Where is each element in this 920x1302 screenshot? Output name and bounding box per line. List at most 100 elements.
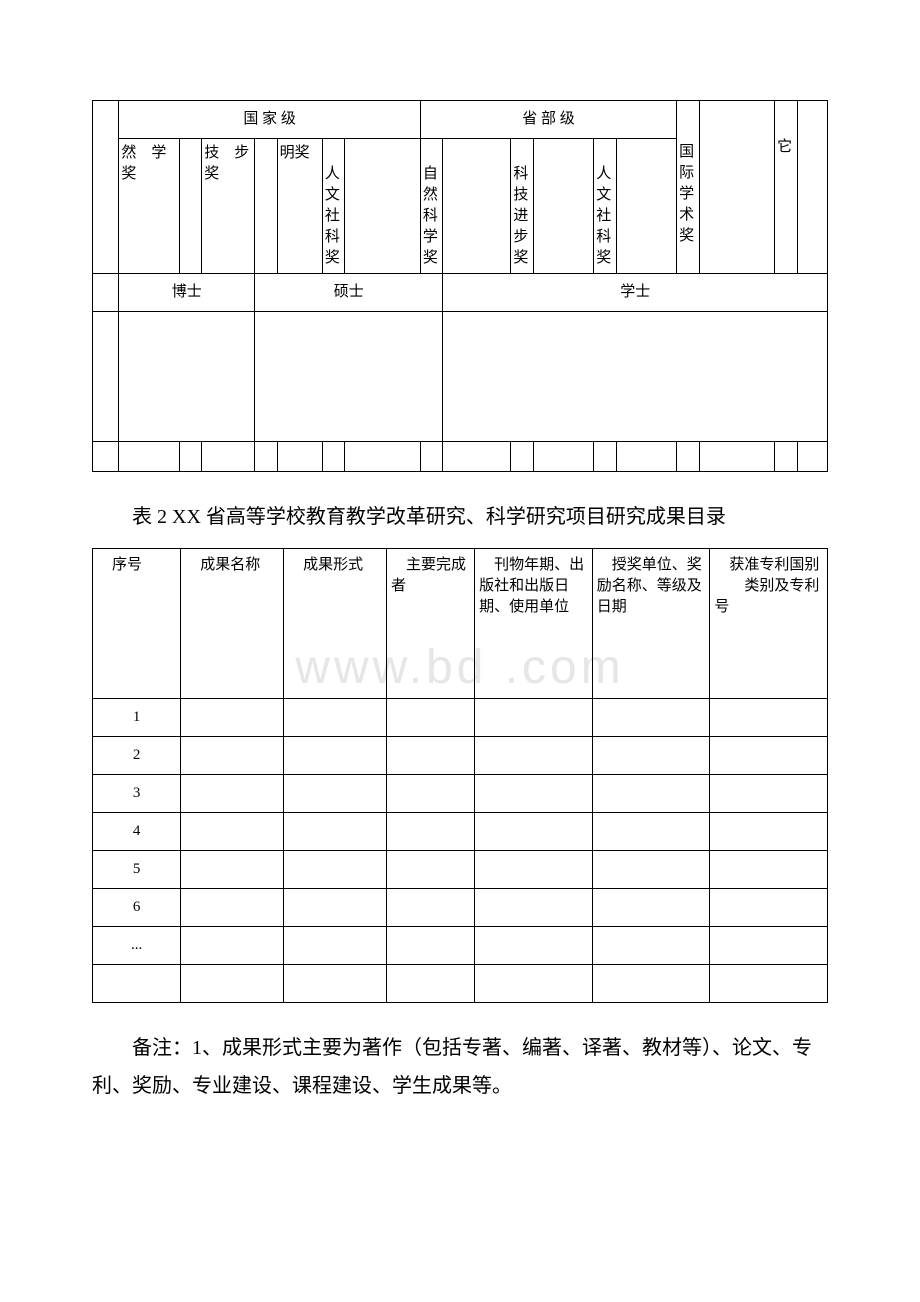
col-header: 自然 科学奖 [420, 139, 443, 274]
table-cell [277, 442, 322, 472]
table-cell [181, 927, 284, 965]
table-cell [775, 442, 798, 472]
col-header-name: 成果名称 [181, 549, 284, 699]
col-header: 人文社科奖 [322, 139, 345, 274]
table-row: 4 [93, 813, 828, 851]
table-cell [255, 442, 278, 472]
table-cell [284, 927, 387, 965]
col-other-header: 它 [775, 101, 798, 274]
col-header: 科技进步奖 [511, 139, 534, 274]
col-header: 然 学奖 [119, 139, 179, 274]
col-header-pub: 刊物年期、出版社和出版日期、使用单位 [475, 549, 593, 699]
table-cell [594, 442, 617, 472]
table-cell [181, 737, 284, 775]
table-cell [475, 965, 593, 1003]
table-cell [386, 775, 474, 813]
table-row [93, 312, 828, 442]
degree-bachelor-header: 学士 [443, 274, 828, 312]
table-cell [710, 965, 828, 1003]
table-cell [420, 442, 443, 472]
table-cell [93, 274, 119, 312]
seq-cell: 1 [93, 699, 181, 737]
table-cell [475, 851, 593, 889]
col-header: 技 步奖 [202, 139, 255, 274]
table-cell [677, 442, 700, 472]
col-header-patent: 获准专利国别 类别及专利号 [710, 549, 828, 699]
table-cell [475, 775, 593, 813]
seq-cell: 5 [93, 851, 181, 889]
table-cell [592, 889, 710, 927]
table-cell [710, 851, 828, 889]
degree-master-header: 硕士 [255, 274, 443, 312]
table-cell [119, 312, 255, 442]
table-cell [592, 775, 710, 813]
awards-degree-table: 国 家 级 省 部 级 国际学术奖 它 然 学奖 技 步奖 明奖 人文社科奖 自… [92, 100, 828, 472]
table-cell [181, 699, 284, 737]
table-cell [443, 312, 828, 442]
table-cell [386, 851, 474, 889]
table-cell [284, 851, 387, 889]
table-cell [475, 927, 593, 965]
table-cell [93, 101, 119, 274]
table-cell [533, 442, 593, 472]
table-cell [181, 889, 284, 927]
table-cell [181, 851, 284, 889]
table-row: 2 [93, 737, 828, 775]
table-header-row: 序号 成果名称 成果形式 主要完成者 刊物年期、出版社和出版日期、使用单位 授奖… [93, 549, 828, 699]
table-cell [284, 737, 387, 775]
group-provincial-header: 省 部 级 [420, 101, 676, 139]
table-cell [202, 442, 255, 472]
col-header-author: 主要完成者 [386, 549, 474, 699]
seq-cell: 4 [93, 813, 181, 851]
table-cell [179, 139, 202, 274]
table-cell [386, 699, 474, 737]
table-cell [710, 927, 828, 965]
table-cell [511, 442, 534, 472]
table-row: ... [93, 927, 828, 965]
table-cell [797, 442, 827, 472]
table-cell [255, 139, 278, 274]
degree-phd-header: 博士 [119, 274, 255, 312]
seq-cell: 3 [93, 775, 181, 813]
seq-cell: 2 [93, 737, 181, 775]
table-row: 3 [93, 775, 828, 813]
table-cell [710, 737, 828, 775]
table-cell [181, 775, 284, 813]
table-row [93, 442, 828, 472]
table-cell [345, 442, 420, 472]
col-header: 明奖 [277, 139, 322, 274]
table-cell [710, 889, 828, 927]
table2-caption: 表 2 XX 省高等学校教育教学改革研究、科学研究项目研究成果目录 [92, 498, 828, 536]
col-intl-header: 国际学术奖 [677, 101, 700, 274]
seq-cell: ... [93, 927, 181, 965]
table-cell [345, 139, 420, 274]
table-cell [284, 699, 387, 737]
table-cell [710, 699, 828, 737]
table-cell [699, 442, 774, 472]
table-cell [386, 965, 474, 1003]
table-row: 6 [93, 889, 828, 927]
table-cell [710, 775, 828, 813]
col-header-seq: 序号 [93, 549, 181, 699]
table-cell [284, 889, 387, 927]
table-row: 博士 硕士 学士 [93, 274, 828, 312]
table-cell [592, 813, 710, 851]
col-header-form: 成果形式 [284, 549, 387, 699]
table-cell [592, 927, 710, 965]
table-cell [475, 737, 593, 775]
table-cell [386, 813, 474, 851]
table-cell [592, 737, 710, 775]
table-cell [181, 965, 284, 1003]
table-cell [710, 813, 828, 851]
col-header: 人文社科奖 [594, 139, 617, 274]
table-row [93, 965, 828, 1003]
table-cell [386, 927, 474, 965]
table-cell [592, 699, 710, 737]
table-cell [475, 699, 593, 737]
table-cell [93, 442, 119, 472]
table-cell [119, 442, 179, 472]
table-cell [443, 442, 511, 472]
table-cell [443, 139, 511, 274]
table-cell [179, 442, 202, 472]
table-cell [797, 101, 827, 274]
